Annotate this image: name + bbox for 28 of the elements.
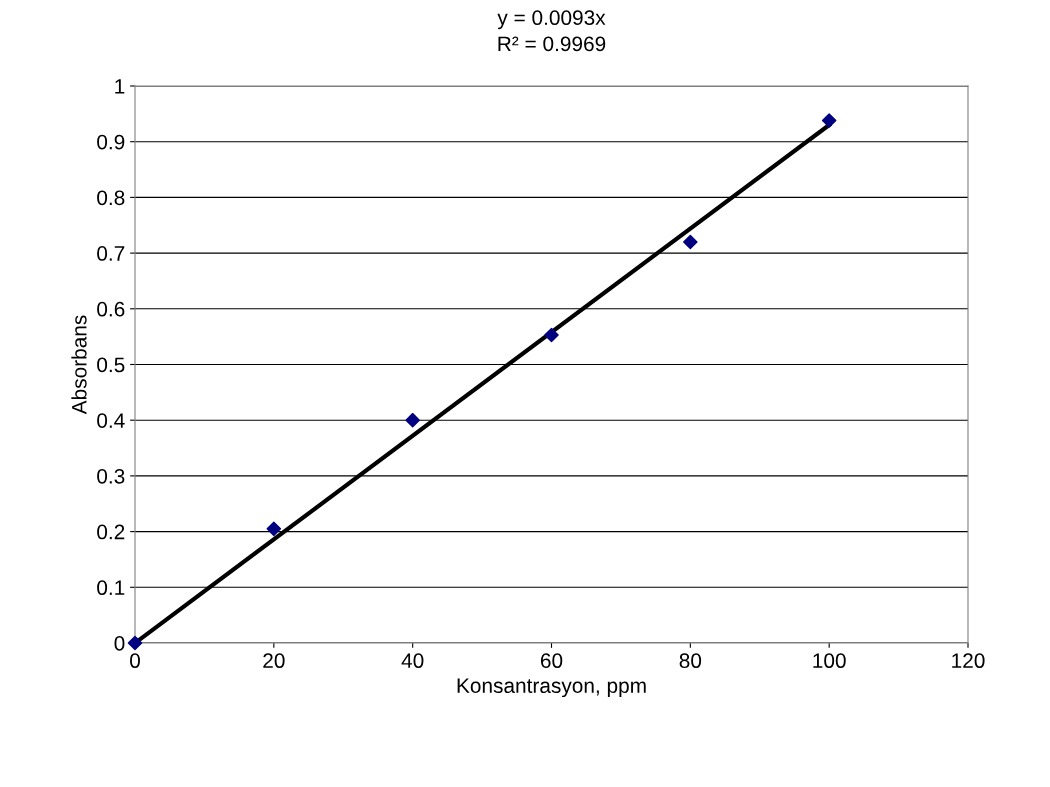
y-tick-label: 0.4 xyxy=(97,413,125,428)
point xyxy=(544,327,559,343)
y-tick-label: 0 xyxy=(114,636,125,651)
x-tick-label: 120 xyxy=(952,653,985,669)
y-axis-title: Absorbans xyxy=(71,315,87,415)
point xyxy=(821,113,837,128)
x-tick-label: 0 xyxy=(130,653,140,669)
x-tick-label: 40 xyxy=(401,653,424,669)
text: R² = 0.9969 xyxy=(498,36,606,52)
y-tick-label: 0.7 xyxy=(97,246,125,261)
point xyxy=(266,521,282,537)
point xyxy=(683,234,698,250)
x-axis-title: Konsantrasyon, ppm xyxy=(457,678,646,698)
x-tick-label: 20 xyxy=(263,653,285,669)
x-tick-label: 100 xyxy=(813,653,846,669)
point xyxy=(405,412,420,428)
y-tick-label: 0.1 xyxy=(97,580,125,596)
x-tick-label: 80 xyxy=(679,653,702,669)
y-tick-label: 0.3 xyxy=(97,468,125,484)
x-tick-label: 60 xyxy=(540,653,563,669)
y-tick-label: 0.2 xyxy=(97,524,125,540)
y-tick-label: 0.5 xyxy=(97,357,125,373)
y-tick-label: 0.8 xyxy=(97,190,125,206)
point xyxy=(127,635,143,651)
y-tick-label: 0.9 xyxy=(97,134,125,150)
y-tick-label: 0.6 xyxy=(97,301,125,317)
text: y = 0.0093x xyxy=(497,10,606,30)
y-tick-label: 1 xyxy=(115,79,125,94)
